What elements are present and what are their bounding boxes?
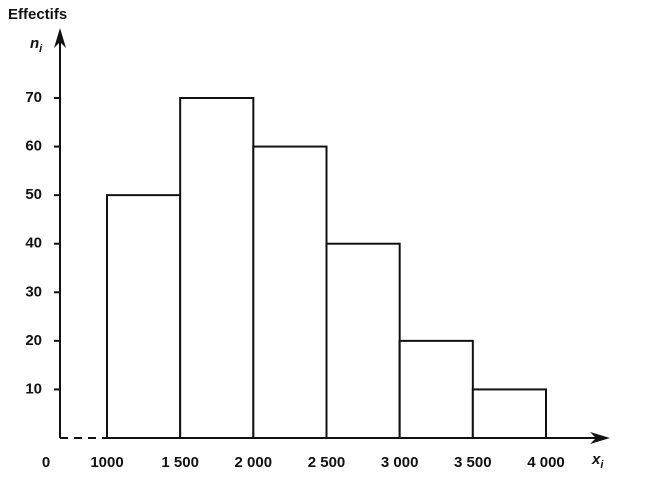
bar (325, 242, 401, 439)
x-axis-label-main: x (591, 451, 601, 468)
bar (471, 388, 548, 439)
x-tick-label: 3 000 (381, 454, 419, 471)
bar (106, 194, 182, 439)
x-tick-label: 1000 (90, 454, 123, 471)
y-tick-label: 10 (25, 380, 42, 397)
x-tick-label: 4 000 (527, 454, 565, 471)
bar (398, 339, 474, 440)
bar (252, 145, 328, 439)
chart-title: Effectifs (8, 6, 67, 23)
y-tick-label: 20 (25, 332, 42, 349)
origin-label: 0 (42, 454, 50, 471)
x-tick-label: 2 000 (235, 454, 273, 471)
y-tick-label: 60 (25, 138, 42, 155)
x-tick-label: 2 500 (308, 454, 346, 471)
y-tick-label: 40 (25, 235, 42, 252)
bar (179, 97, 255, 439)
x-axis-label-sub: i (600, 459, 604, 471)
y-axis-label: ni (30, 35, 43, 55)
y-tick-label: 50 (25, 186, 42, 203)
y-axis-arrow (54, 28, 66, 48)
y-axis-label-main: n (30, 35, 39, 52)
x-axis-arrow (590, 432, 610, 444)
y-tick-label: 30 (25, 283, 42, 300)
x-tick-label: 3 500 (454, 454, 492, 471)
x-axis-label: xi (591, 451, 604, 471)
y-axis-label-sub: i (39, 43, 43, 55)
y-tick-label: 70 (25, 89, 42, 106)
x-tick-label: 1 500 (161, 454, 199, 471)
